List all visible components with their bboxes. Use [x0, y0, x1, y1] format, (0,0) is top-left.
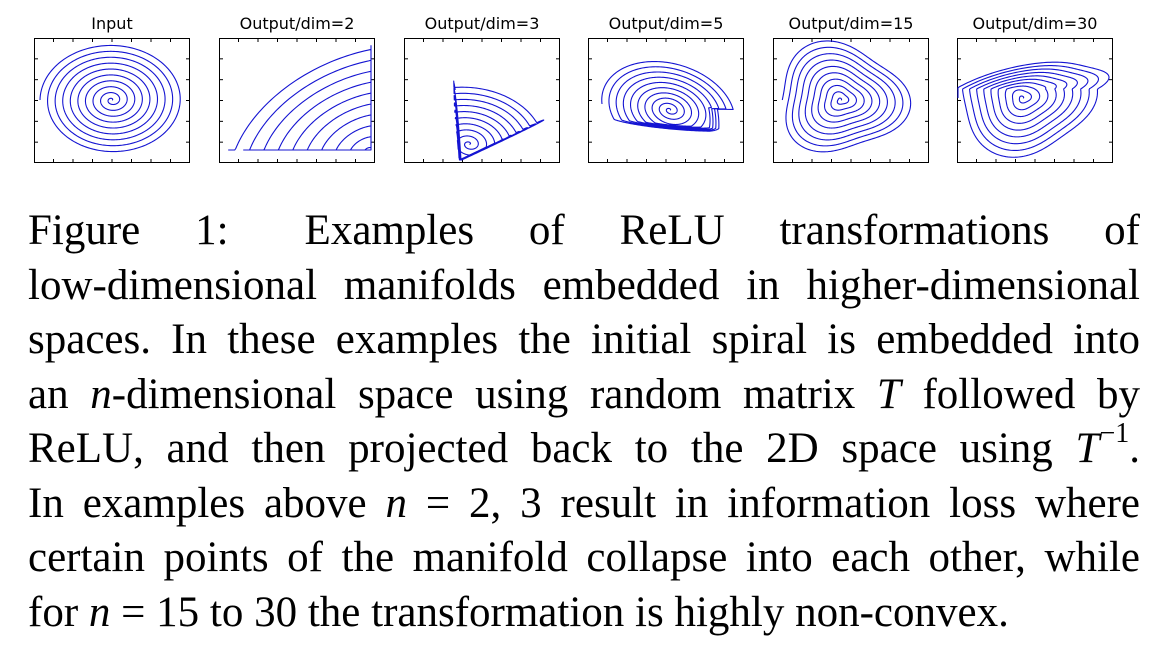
panel-plot-dim15 [773, 38, 929, 163]
panel-plot-input [34, 38, 190, 163]
plot-frame [404, 38, 560, 163]
spiral-curve [601, 60, 734, 132]
math-T: T [876, 370, 901, 418]
panel-plot-dim3 [404, 38, 560, 163]
caption-line-3: spaces. In these examples the initial sp… [28, 316, 1140, 363]
spiral-curve [453, 80, 545, 161]
math-n: n [88, 588, 111, 636]
caption-text: = 15 to 30 the transformation is highly … [110, 588, 1009, 636]
math-superscript: −1 [1099, 418, 1130, 449]
caption-text: an [28, 370, 91, 418]
spiral-curve [957, 61, 1110, 158]
caption-text: followed by [900, 370, 1140, 418]
figure-label: Figure 1: [28, 207, 229, 254]
plot-ticks [957, 38, 1113, 163]
plot-ticks [588, 38, 744, 163]
math-T: T [1075, 425, 1100, 472]
caption-line-6: In examples above n = 2, 3 result in inf… [28, 477, 1140, 532]
plot-frame [219, 38, 375, 163]
caption-text: = 2, 3 result in information loss where [407, 479, 1140, 527]
panel-title-dim2: Output/dim=2 [239, 14, 355, 33]
figure-panels: Input Output/dim=2 Output/dim=3 Output/d… [0, 0, 1166, 163]
caption-line-2: low-dimensional manifolds embedded in hi… [28, 261, 1140, 309]
caption-text: ReLU, and then projected back to the 2D … [28, 425, 1076, 472]
caption-line-5: ReLU, and then projected back to the 2D … [28, 420, 1140, 477]
caption-text: . [1129, 425, 1140, 472]
math-n: n [90, 370, 112, 418]
spiral-curve [228, 45, 372, 151]
caption-text: for [28, 588, 89, 636]
plot-ticks [219, 38, 375, 163]
plot-ticks [773, 38, 929, 163]
panel-plot-dim5 [588, 38, 744, 163]
caption-line-1-text: Examples of ReLU transformations of [304, 207, 1140, 254]
caption-line-7: certain points of the manifold collapse … [28, 534, 1140, 581]
caption-line-4: an n-dimensional space using random matr… [28, 368, 1140, 423]
panel-title-dim5: Output/dim=5 [608, 14, 724, 33]
caption-line-1: Figure 1: Examples of ReLU transformation… [28, 204, 1140, 259]
plot-ticks [34, 38, 190, 163]
panel-title-dim3: Output/dim=3 [424, 14, 540, 33]
panel-plot-dim2 [219, 38, 375, 163]
panel-title-dim15: Output/dim=15 [788, 14, 914, 33]
caption-line-8: for n = 15 to 30 the transformation is h… [28, 586, 1140, 641]
plot-ticks [404, 38, 560, 163]
caption-text: -dimensional space using random matrix [111, 370, 877, 418]
spiral-curve [781, 40, 912, 153]
panel-plot-dim30 [957, 38, 1113, 163]
panel-title-dim30: Output/dim=30 [972, 14, 1098, 33]
spiral-curve [39, 44, 181, 153]
caption-text: In examples above [28, 479, 386, 527]
plot-frame [588, 38, 744, 163]
math-n: n [385, 479, 408, 527]
panel-title-input: Input [91, 14, 133, 33]
figure-caption: Figure 1: Examples of ReLU transformation… [28, 204, 1140, 640]
plot-frame [773, 38, 929, 163]
